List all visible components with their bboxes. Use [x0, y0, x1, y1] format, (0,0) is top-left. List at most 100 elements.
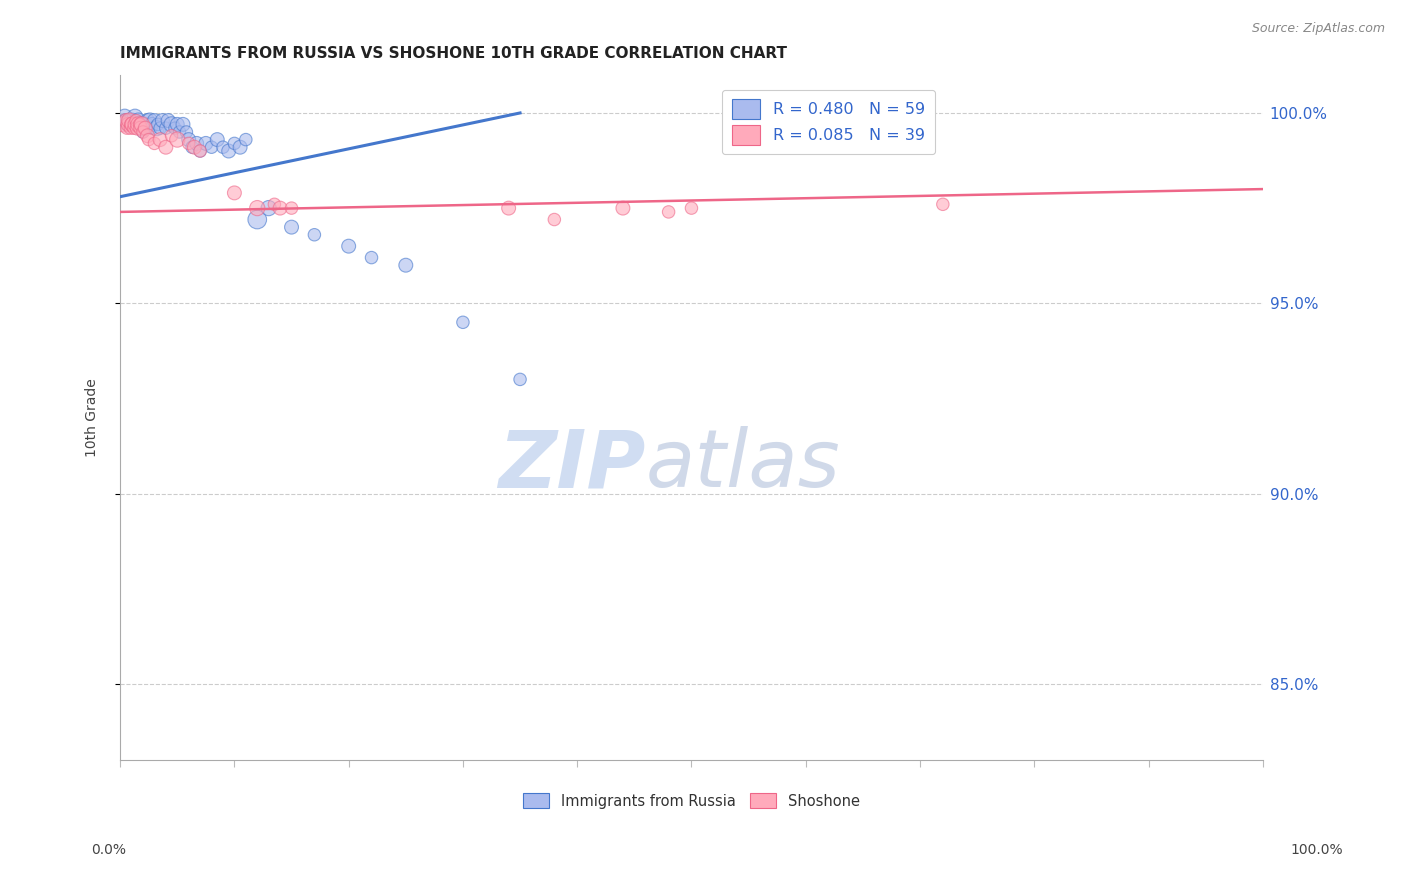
Point — [246, 201, 269, 215]
Point — [235, 132, 257, 146]
Point — [160, 117, 183, 131]
Point — [143, 136, 166, 151]
Text: ZIP: ZIP — [498, 426, 645, 504]
Point — [114, 110, 136, 124]
Point — [155, 140, 177, 154]
Point — [128, 117, 150, 131]
Point — [122, 121, 145, 136]
Point — [115, 113, 138, 128]
Point — [124, 110, 146, 124]
Point — [132, 125, 155, 139]
Point — [138, 121, 160, 136]
Point — [166, 117, 188, 131]
Point — [172, 117, 194, 131]
Point — [658, 205, 681, 219]
Point — [157, 113, 180, 128]
Point — [125, 113, 148, 128]
Point — [134, 121, 156, 136]
Point — [212, 140, 235, 154]
Point — [143, 113, 166, 128]
Point — [304, 227, 326, 242]
Point — [932, 197, 955, 211]
Point — [115, 121, 138, 136]
Point — [115, 113, 138, 128]
Point — [127, 113, 149, 128]
Point — [127, 117, 149, 131]
Point — [134, 121, 156, 136]
Point — [124, 117, 146, 131]
Point — [224, 186, 246, 200]
Point — [246, 212, 269, 227]
Point — [121, 117, 143, 131]
Point — [229, 140, 252, 154]
Point — [120, 117, 142, 131]
Point — [337, 239, 360, 253]
Text: 0.0%: 0.0% — [91, 843, 127, 857]
Point — [218, 144, 240, 158]
Point — [152, 113, 174, 128]
Point — [263, 197, 285, 211]
Point — [131, 117, 153, 131]
Point — [131, 117, 153, 131]
Point — [194, 136, 217, 151]
Legend: Immigrants from Russia, Shoshone: Immigrants from Russia, Shoshone — [517, 788, 866, 814]
Point — [127, 121, 149, 136]
Point — [112, 117, 135, 131]
Point — [181, 140, 204, 154]
Point — [115, 113, 138, 128]
Point — [176, 125, 198, 139]
Point — [132, 125, 155, 139]
Point — [163, 121, 186, 136]
Point — [395, 258, 418, 272]
Point — [118, 113, 141, 128]
Point — [207, 132, 229, 146]
Point — [121, 117, 143, 131]
Point — [145, 121, 167, 136]
Point — [139, 121, 162, 136]
Point — [136, 113, 159, 128]
Point — [177, 132, 200, 146]
Point — [451, 315, 474, 329]
Point — [509, 372, 531, 386]
Point — [128, 117, 150, 131]
Point — [188, 144, 211, 158]
Point — [138, 132, 160, 146]
Point — [127, 117, 149, 131]
Point — [134, 121, 156, 136]
Point — [121, 113, 143, 128]
Point — [498, 201, 520, 215]
Point — [681, 201, 703, 215]
Point — [125, 113, 148, 128]
Point — [160, 128, 183, 143]
Point — [360, 251, 382, 265]
Point — [186, 136, 208, 151]
Point — [200, 140, 222, 154]
Point — [155, 121, 177, 136]
Text: Source: ZipAtlas.com: Source: ZipAtlas.com — [1251, 22, 1385, 36]
Point — [136, 128, 159, 143]
Point — [141, 117, 163, 131]
Point — [122, 113, 145, 128]
Point — [280, 220, 302, 235]
Point — [177, 136, 200, 151]
Point — [224, 136, 246, 151]
Point — [149, 121, 172, 136]
Point — [169, 125, 191, 139]
Y-axis label: 10th Grade: 10th Grade — [86, 378, 100, 457]
Text: 100.0%: 100.0% — [1291, 843, 1343, 857]
Point — [135, 117, 157, 131]
Point — [117, 117, 139, 131]
Text: atlas: atlas — [645, 426, 841, 504]
Point — [188, 144, 211, 158]
Point — [257, 201, 280, 215]
Point — [280, 201, 302, 215]
Point — [139, 113, 162, 128]
Point — [120, 121, 142, 136]
Point — [543, 212, 565, 227]
Point — [149, 132, 172, 146]
Point — [117, 117, 139, 131]
Point — [121, 117, 143, 131]
Point — [269, 201, 291, 215]
Text: IMMIGRANTS FROM RUSSIA VS SHOSHONE 10TH GRADE CORRELATION CHART: IMMIGRANTS FROM RUSSIA VS SHOSHONE 10TH … — [120, 46, 787, 62]
Point — [183, 140, 205, 154]
